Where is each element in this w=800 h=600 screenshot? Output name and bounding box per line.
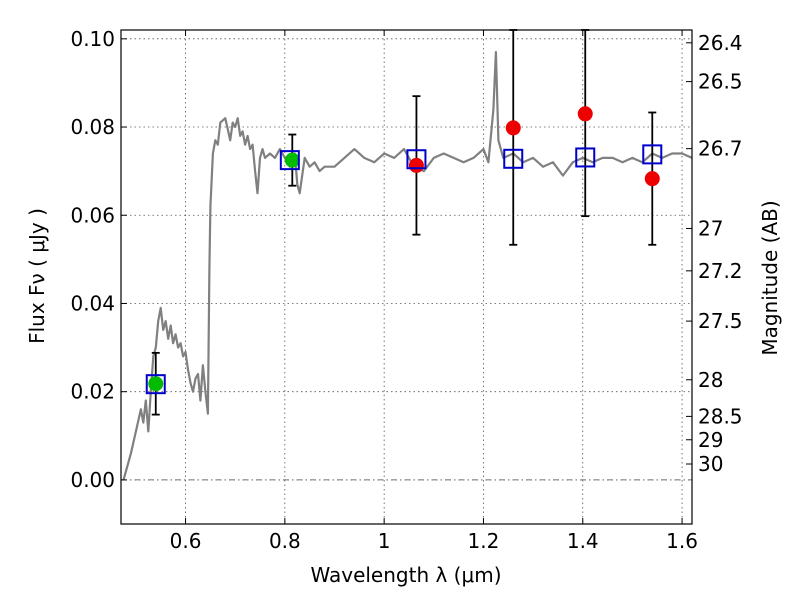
error-bars	[151, 29, 657, 416]
magnitude-tick-label: 27	[698, 216, 723, 240]
magnitude-tick-label: 27.5	[698, 309, 743, 333]
x-tick-label: 1.4	[567, 529, 599, 553]
model-point-square	[575, 147, 596, 168]
model-point-square	[642, 144, 663, 165]
x-tick-label: 1.6	[666, 529, 698, 553]
magnitude-tick-label: 28.5	[698, 404, 743, 428]
data-point-circle	[644, 171, 660, 187]
y-tick-label: 0.06	[70, 203, 115, 227]
x-tick-label: 0.8	[269, 529, 301, 553]
y-tick-label: 0.08	[70, 115, 115, 139]
magnitude-axis-title: Magnitude (AB)	[758, 200, 782, 355]
y-tick-label: 0.00	[70, 468, 115, 492]
model-point-square	[279, 150, 300, 171]
data-point-circle	[408, 157, 424, 173]
magnitude-tick-label: 26.5	[698, 70, 743, 94]
grid-lines	[121, 30, 692, 524]
x-tick-label: 1.2	[468, 529, 500, 553]
y-axis-title: Flux Fν ( μJy )	[25, 208, 49, 344]
plot-frame	[120, 29, 693, 525]
magnitude-tick-label: 28	[698, 368, 723, 392]
observed-points	[148, 106, 660, 392]
data-point-circle	[148, 376, 164, 392]
magnitude-tick-label: 27.2	[698, 259, 743, 283]
data-point-circle	[577, 106, 593, 122]
data-point-circle	[284, 152, 300, 168]
spectrum-line	[122, 50, 693, 481]
model-point-square	[145, 374, 166, 395]
model-points	[145, 144, 663, 395]
x-axis-title: Wavelength λ (μm)	[310, 563, 501, 587]
magnitude-tick-label: 29	[698, 428, 723, 452]
data-point-circle	[505, 120, 521, 136]
y-tick-label: 0.10	[70, 27, 115, 51]
y-axis-ticks: 0.00 0.02 0.04 0.06 0.08 0.10	[70, 27, 127, 492]
y-tick-label: 0.02	[70, 380, 115, 404]
magnitude-tick-label: 26.7	[698, 137, 743, 161]
model-point-square	[503, 148, 524, 169]
x-axis-ticks: 0.6 0.8 1 1.2 1.4 1.6	[170, 30, 698, 553]
model-point-square	[406, 149, 427, 170]
y-tick-label: 0.04	[70, 291, 115, 315]
x-tick-label: 0.6	[170, 529, 202, 553]
x-tick-label: 1	[378, 529, 391, 553]
magnitude-tick-label: 30	[698, 452, 723, 476]
spectrum-series	[122, 50, 693, 481]
magnitude-tick-label: 26.4	[698, 31, 743, 55]
